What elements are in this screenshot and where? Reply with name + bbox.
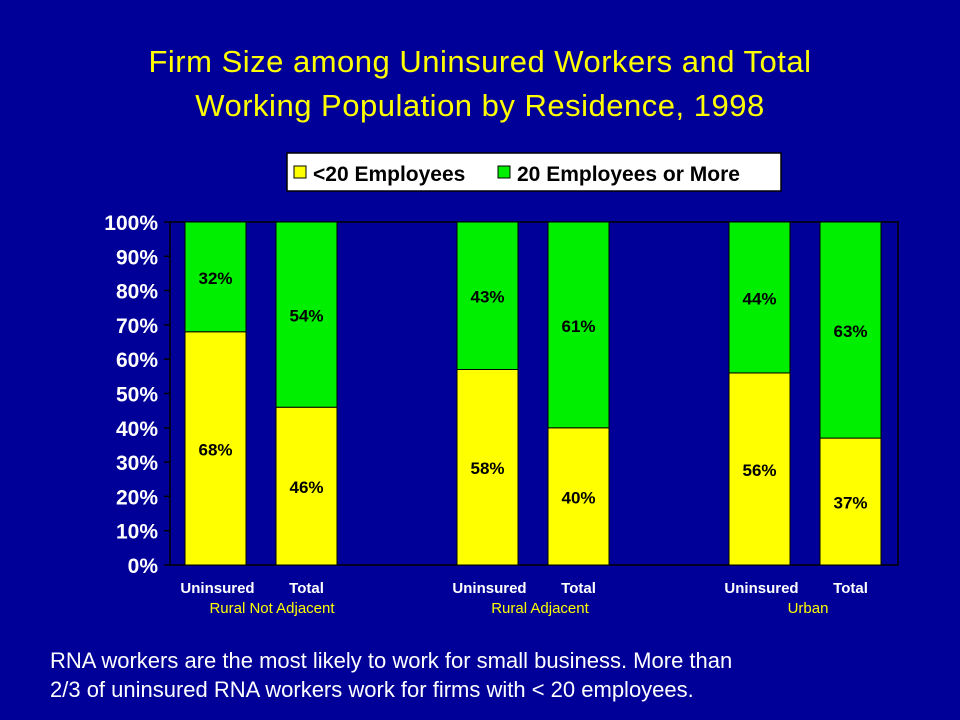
y-tick-label: 40% — [116, 418, 158, 441]
x-tick-label: Total — [289, 580, 324, 597]
y-tick-label: 70% — [116, 315, 158, 338]
legend-box — [286, 152, 782, 192]
bar-small-firm — [275, 406, 338, 566]
bar-large-firm — [184, 221, 247, 333]
footnote-line-1: RNA workers are the most likely to work … — [50, 648, 733, 673]
data-label-large-firm: 63% — [833, 322, 867, 341]
bar-small-firm — [728, 372, 791, 566]
data-label-large-firm: 54% — [289, 307, 323, 326]
data-label-large-firm: 44% — [742, 289, 776, 308]
y-tick-label: 100% — [104, 212, 158, 235]
x-tick-label: Uninsured — [724, 580, 798, 597]
footnote-line-2: 2/3 of uninsured RNA workers work for fi… — [50, 677, 694, 702]
bar-large-firm — [819, 221, 882, 439]
group-label: Rural Adjacent — [491, 600, 589, 617]
data-label-small-firm: 40% — [561, 488, 595, 507]
data-label-small-firm: 56% — [742, 461, 776, 480]
bar-small-firm — [819, 437, 882, 566]
y-tick-label: 20% — [116, 486, 158, 509]
bar-small-firm — [184, 331, 247, 566]
data-label-small-firm: 37% — [833, 494, 867, 513]
legend-swatch-large-firm — [497, 165, 511, 179]
y-tick-label: 50% — [116, 384, 158, 407]
x-tick-label: Total — [561, 580, 596, 597]
footnote: RNA workers are the most likely to work … — [50, 646, 930, 704]
bar-large-firm — [275, 221, 338, 408]
group-label: Urban — [788, 600, 829, 617]
group-label: Rural Not Adjacent — [209, 600, 335, 617]
legend-label-small-firm: <20 Employees — [313, 163, 465, 186]
x-tick-label: Uninsured — [452, 580, 526, 597]
data-label-small-firm: 58% — [470, 459, 504, 478]
bar-large-firm — [547, 221, 610, 429]
y-tick-label: 90% — [116, 246, 158, 269]
stacked-bar-chart: <20 Employees 20 Employees or More 0% 10% 2… — [104, 152, 899, 617]
title-line-2: Working Population by Residence, 1998 — [195, 88, 765, 123]
data-label-small-firm: 68% — [198, 440, 232, 459]
bar-large-firm — [456, 221, 519, 370]
legend-label-large-firm: 20 Employees or More — [517, 163, 740, 186]
slide-title: Firm Size among Uninsured Workers and To… — [40, 40, 920, 128]
legend-swatch-small-firm — [293, 165, 307, 179]
plot-area: 0% 10% 20% 30% 40% 50% 60% 70% 80% 90% 100% 68% 32% U… — [104, 212, 899, 617]
data-label-small-firm: 46% — [289, 478, 323, 497]
y-tick-label: 10% — [116, 521, 158, 544]
title-line-1: Firm Size among Uninsured Workers and To… — [148, 44, 812, 79]
data-label-large-firm: 32% — [198, 269, 232, 288]
bar-small-firm — [547, 427, 610, 566]
y-tick-label: 80% — [116, 281, 158, 304]
bar-large-firm — [728, 221, 791, 374]
y-tick-label: 30% — [116, 452, 158, 475]
x-tick-label: Total — [833, 580, 868, 597]
data-label-large-firm: 61% — [561, 317, 595, 336]
y-tick-label: 60% — [116, 349, 158, 372]
y-tick-label: 0% — [128, 555, 159, 578]
x-tick-label: Uninsured — [180, 580, 254, 597]
data-label-large-firm: 43% — [470, 288, 504, 307]
chart-legend: <20 Employees 20 Employees or More — [286, 152, 782, 192]
